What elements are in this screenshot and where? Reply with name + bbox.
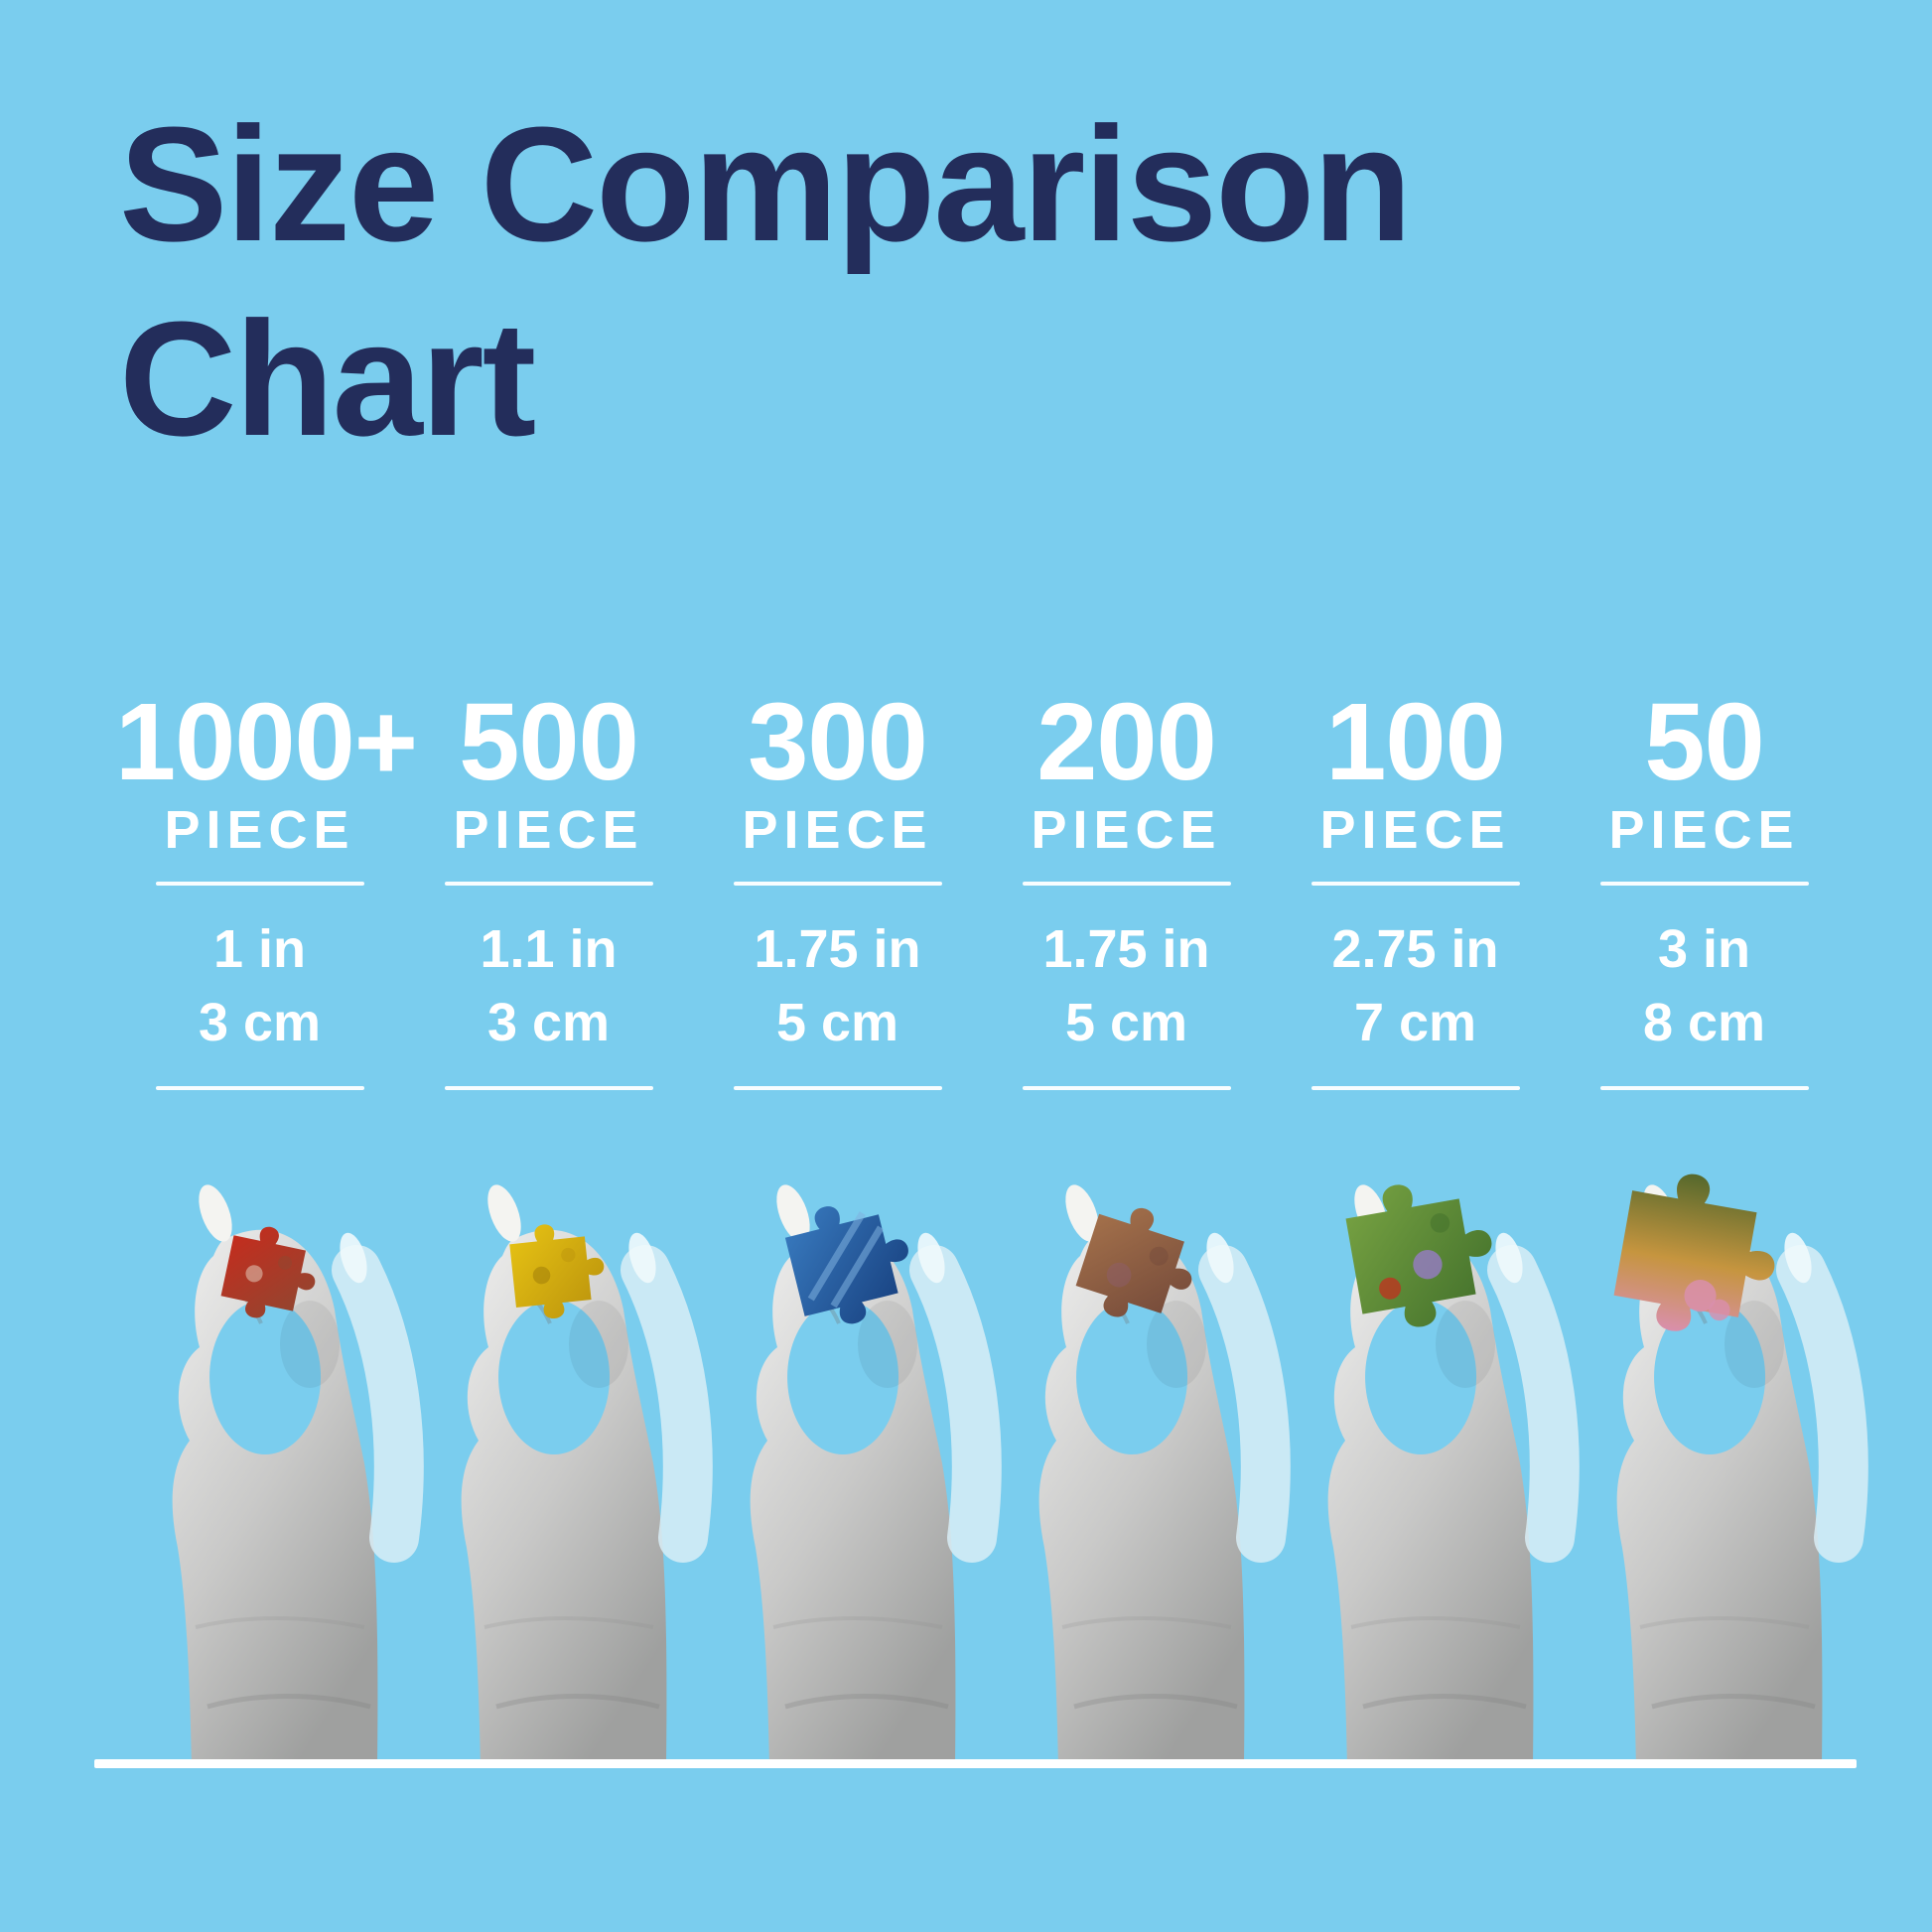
- ghost-fingernail: [628, 1232, 656, 1284]
- divider-line: [444, 1086, 653, 1090]
- piece-count: 1000+: [115, 681, 418, 803]
- piece-count-unit: PIECE: [1608, 800, 1800, 860]
- ghost-finger: [1198, 1245, 1291, 1563]
- piece-count-unit: PIECE: [164, 800, 355, 860]
- divider-line: [1311, 1086, 1520, 1090]
- puzzle-piece-500: [507, 1218, 610, 1322]
- size-cm: 8 cm: [1642, 993, 1766, 1052]
- ghost-fingernail: [1784, 1232, 1812, 1284]
- comparison-table: 1000+ PIECE 1 in 3 cm 500 PIECE 1.1 in 3…: [115, 681, 1849, 1090]
- size-inches: 2.75 in: [1331, 919, 1499, 979]
- size-cm: 5 cm: [775, 993, 899, 1052]
- piece-count-unit: PIECE: [1319, 800, 1511, 860]
- column-300-piece: 300 PIECE 1.75 in 5 cm: [693, 681, 982, 1090]
- ghost-finger: [909, 1245, 1002, 1563]
- divider-line: [1022, 882, 1231, 886]
- piece-count: 200: [1036, 681, 1217, 803]
- piece-count: 100: [1325, 681, 1506, 803]
- ghost-fingernail: [340, 1232, 367, 1284]
- piece-count: 50: [1644, 681, 1764, 803]
- divider-line: [733, 882, 942, 886]
- ghost-fingernail: [1206, 1232, 1234, 1284]
- divider-line: [1311, 882, 1520, 886]
- column-100-piece: 100 PIECE 2.75 in 7 cm: [1271, 681, 1560, 1090]
- ghost-finger: [1487, 1245, 1580, 1563]
- hand-with-50-piece: [1609, 1164, 1868, 1766]
- size-cm: 5 cm: [1064, 993, 1188, 1052]
- puzzle-piece-100: [1341, 1170, 1504, 1337]
- size-inches: 1.1 in: [480, 919, 618, 979]
- hand-with-500-piece: [385, 1111, 713, 1766]
- ghost-fingernail: [917, 1232, 945, 1284]
- divider-line: [1022, 1086, 1231, 1090]
- piece-count-unit: PIECE: [742, 800, 933, 860]
- size-inches: 1.75 in: [1042, 919, 1210, 979]
- hand-with-100-piece: [1252, 1170, 1580, 1766]
- column-1000-piece: 1000+ PIECE 1 in 3 cm: [115, 681, 418, 1090]
- puzzle-piece-1000: [217, 1219, 325, 1329]
- divider-line: [155, 882, 364, 886]
- size-inches: 3 in: [1657, 919, 1751, 979]
- hand-with-200-piece: [963, 1111, 1291, 1766]
- column-200-piece: 200 PIECE 1.75 in 5 cm: [982, 681, 1271, 1090]
- divider-line: [444, 882, 653, 886]
- page-title: Size Comparison Chart: [119, 93, 1413, 470]
- column-50-piece: 50 PIECE 3 in 8 cm: [1560, 681, 1849, 1090]
- column-500-piece: 500 PIECE 1.1 in 3 cm: [404, 681, 693, 1090]
- puzzle-piece-300: [779, 1189, 923, 1335]
- divider-line: [733, 1086, 942, 1090]
- size-cm: 3 cm: [198, 993, 322, 1052]
- baseline-rule: [94, 1759, 1857, 1768]
- piece-count-unit: PIECE: [453, 800, 644, 860]
- divider-line: [155, 1086, 364, 1090]
- ghost-finger: [621, 1245, 713, 1563]
- puzzle-piece-50: [1609, 1164, 1788, 1347]
- piece-count: 500: [459, 681, 639, 803]
- size-cm: 3 cm: [486, 993, 611, 1052]
- size-cm: 7 cm: [1353, 993, 1477, 1052]
- size-inches: 1.75 in: [754, 919, 921, 979]
- ghost-fingernail: [1495, 1232, 1523, 1284]
- size-inches: 1 in: [212, 919, 307, 979]
- hand-with-300-piece: [674, 1111, 1002, 1766]
- piece-count: 300: [748, 681, 928, 803]
- divider-line: [1599, 1086, 1809, 1090]
- ghost-finger: [332, 1245, 424, 1563]
- piece-count-unit: PIECE: [1031, 800, 1222, 860]
- divider-line: [1599, 882, 1809, 886]
- hand-with-1000-piece: [96, 1111, 424, 1766]
- puzzle-piece-200: [1070, 1195, 1209, 1336]
- ghost-finger: [1776, 1245, 1868, 1563]
